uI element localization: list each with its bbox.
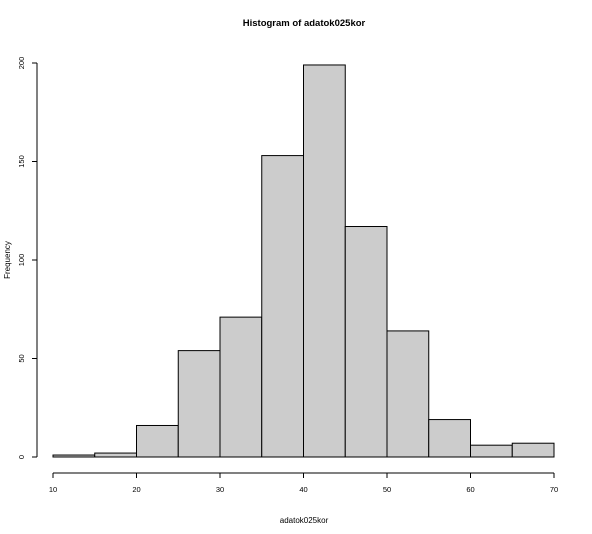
chart-title: Histogram of adatok025kor xyxy=(243,18,366,29)
x-axis-label: adatok025kor xyxy=(280,516,329,525)
y-tick-label: 0 xyxy=(17,455,26,459)
histogram-bar-45-50 xyxy=(344,226,388,458)
x-tick-label: 20 xyxy=(132,485,140,494)
histogram-bar-60-65 xyxy=(470,444,513,458)
histogram-bar-40-45 xyxy=(303,64,346,458)
x-tick-label: 10 xyxy=(49,485,57,494)
y-tick-label: 200 xyxy=(17,57,26,70)
y-axis-label: Frequency xyxy=(3,241,12,279)
histogram-bar-15-20 xyxy=(94,452,137,458)
histogram-bar-20-25 xyxy=(136,424,179,458)
y-tick-label: 150 xyxy=(17,155,26,168)
y-axis: 0 50 100 150 200 xyxy=(17,57,38,459)
histogram-bar-55-60 xyxy=(428,419,471,458)
histogram-bar-35-40 xyxy=(261,155,304,458)
x-tick-label: 50 xyxy=(383,485,391,494)
bars-group xyxy=(52,64,555,458)
histogram-bar-50-55 xyxy=(386,330,430,458)
x-tick-label: 40 xyxy=(299,485,307,494)
histogram-bar-65-70 xyxy=(511,442,555,458)
x-tick-label: 30 xyxy=(216,485,224,494)
histogram-bar-30-35 xyxy=(219,316,263,458)
y-tick-label: 50 xyxy=(17,354,26,362)
histogram-bar-25-30 xyxy=(177,350,221,458)
x-axis: 10 20 30 40 50 60 70 xyxy=(49,472,558,494)
x-tick-label: 70 xyxy=(550,485,558,494)
histogram-bar-10-15 xyxy=(52,454,96,458)
x-tick-label: 60 xyxy=(466,485,474,494)
y-tick-label: 100 xyxy=(17,254,26,267)
